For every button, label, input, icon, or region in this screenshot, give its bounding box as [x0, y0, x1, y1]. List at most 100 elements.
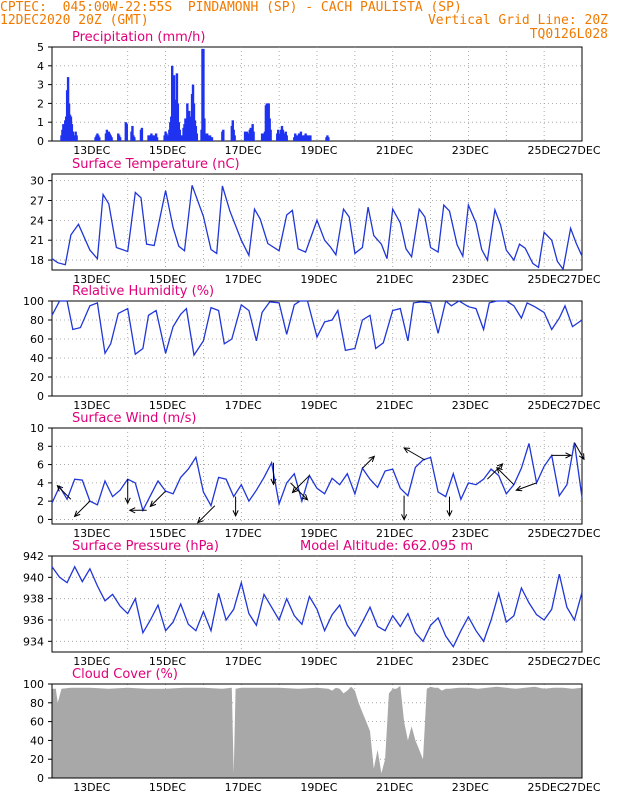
y-tick-label: 5 [37, 41, 44, 54]
panel-title: Cloud Cover (%) [72, 667, 178, 682]
x-tick-label: 27DEC [563, 527, 600, 540]
x-tick-label: 19DEC [300, 144, 337, 157]
x-tick-label: 13DEC [73, 655, 110, 668]
precip-bar [98, 137, 101, 141]
x-tick-label: 17DEC [225, 399, 262, 412]
wind-arrow [56, 485, 72, 500]
y-tick-label: 21 [30, 234, 44, 247]
precip-bar [309, 135, 312, 141]
x-tick-label: 27DEC [563, 781, 600, 794]
wind-arrow-head [301, 494, 309, 501]
wind-arrow-head [496, 466, 503, 474]
y-tick-label: 20 [30, 753, 44, 766]
panel-1 [48, 173, 583, 271]
wind-arrow [403, 447, 426, 461]
precip-bar [261, 133, 265, 141]
y-tick-label: 0 [37, 513, 44, 526]
wind-arrow-head [578, 453, 585, 461]
precip-bar [131, 125, 134, 141]
x-tick-label: 23DEC [452, 273, 489, 286]
wind-arrow [496, 467, 515, 486]
y-tick-label: 80 [30, 697, 44, 710]
x-tick-label: 15DEC [149, 273, 186, 286]
x-tick-label: 13DEC [73, 527, 110, 540]
wind-arrow-head [270, 478, 277, 486]
x-tick-label: 17DEC [225, 655, 262, 668]
header-date: 12DEC2020 20Z (GMT) [0, 13, 149, 28]
panel-title: Surface Wind (m/s) [72, 411, 196, 426]
y-tick-label: 20 [30, 371, 44, 384]
y-tick-label: 100 [23, 295, 44, 308]
x-tick-label: 27DEC [563, 399, 600, 412]
header-grid-note: Vertical Grid Line: 20Z [427, 13, 608, 28]
x-tick-label: 27DEC [563, 655, 600, 668]
x-tick-label: 17DEC [225, 273, 262, 286]
y-tick-label: 2 [37, 495, 44, 508]
wind-arrow [149, 490, 166, 507]
precip-bar [154, 133, 158, 141]
wind-arrow [487, 463, 503, 480]
x-tick-label: 27DEC [563, 273, 600, 286]
y-tick-label: 24 [30, 214, 44, 227]
y-tick-label: 2 [37, 97, 44, 110]
x-tick-label: 19DEC [300, 527, 337, 540]
precip-bar [195, 133, 199, 141]
y-tick-label: 1 [37, 116, 44, 129]
precip-bar [233, 135, 236, 141]
x-tick-label: 15DEC [149, 399, 186, 412]
x-tick-label: 21DEC [376, 144, 413, 157]
y-tick-label: 0 [37, 135, 44, 148]
panel-subtitle: Model Altitude: 662.095 m [300, 539, 473, 554]
x-tick-label: 19DEC [300, 399, 337, 412]
precip-bar [252, 131, 255, 141]
precip-bar [155, 137, 159, 141]
y-tick-label: 40 [30, 734, 44, 747]
y-tick-label: 4 [37, 60, 44, 73]
y-tick-label: 938 [23, 593, 44, 606]
panel-title: Surface Pressure (hPa) [72, 539, 219, 554]
precip-bar [133, 137, 136, 141]
x-tick-label: 25DEC [527, 655, 564, 668]
x-tick-label: 17DEC [225, 144, 262, 157]
wind-arrow-head [401, 514, 408, 521]
x-tick-label: 15DEC [149, 655, 186, 668]
wind-arrow-head [128, 507, 136, 514]
y-tick-label: 6 [37, 459, 44, 472]
y-tick-label: 942 [23, 550, 44, 563]
wind-arrow-head [124, 497, 131, 505]
wind-arrow [516, 482, 537, 491]
precip-bar [172, 75, 176, 141]
wind-arrow [362, 455, 375, 469]
series-line [51, 442, 583, 513]
series-line [51, 565, 583, 648]
x-tick-label: 23DEC [452, 781, 489, 794]
y-tick-label: 940 [23, 571, 44, 584]
wind-arrow-head [73, 510, 81, 518]
wind-arrow-head [149, 500, 157, 508]
precip-bar [269, 129, 272, 141]
y-tick-label: 4 [37, 477, 44, 490]
x-tick-label: 21DEC [376, 781, 413, 794]
y-tick-label: 0 [37, 390, 44, 403]
x-tick-label: 15DEC [149, 144, 186, 157]
panel-title: Surface Temperature (nC) [72, 157, 240, 172]
x-tick-label: 23DEC [452, 399, 489, 412]
x-tick-label: 21DEC [376, 399, 413, 412]
precip-bar [294, 133, 297, 141]
y-tick-label: 30 [30, 175, 44, 188]
y-tick-label: 8 [37, 440, 44, 453]
y-tick-label: 3 [37, 79, 44, 92]
y-tick-label: 40 [30, 352, 44, 365]
panel-2 [48, 299, 583, 397]
wind-arrow-head [368, 455, 376, 463]
precip-bar [75, 135, 78, 141]
panel-4 [48, 555, 583, 653]
panel-frame-top [51, 683, 583, 779]
wind-arrow [197, 505, 216, 524]
precip-bar [285, 135, 288, 141]
precip-bar [327, 137, 330, 141]
wind-arrow [292, 475, 310, 493]
header-line1: CPTEC: 045:00W-22:55S PINDAMONH (SP) - C… [0, 0, 462, 15]
x-tick-label: 19DEC [300, 273, 337, 286]
precip-bar [125, 124, 128, 141]
